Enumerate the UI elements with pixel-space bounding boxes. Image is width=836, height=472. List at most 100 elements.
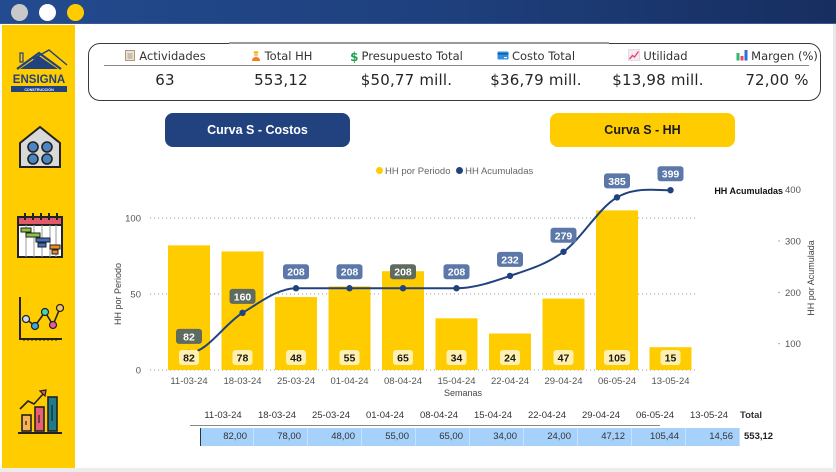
- line-point[interactable]: [399, 285, 407, 292]
- bar-label-bg: [339, 350, 360, 365]
- curva-s-costos-button[interactable]: Curva S - Costos: [165, 113, 350, 147]
- y-tick-label: 100: [125, 214, 141, 225]
- growth-bar-chart-icon: [18, 389, 62, 434]
- line-label-bg: [443, 264, 470, 280]
- kpi-label: Total HH: [264, 49, 313, 63]
- table-header-cell[interactable]: 25-03-24: [311, 410, 351, 421]
- table-cell: 55,00: [362, 428, 416, 446]
- kpi-card-accent: [229, 42, 609, 44]
- table-cell: 105,44: [632, 428, 686, 446]
- table-header-cell[interactable]: 29-04-24: [581, 410, 621, 421]
- bar-data-label: 24: [504, 353, 516, 365]
- bar-label-bg: [446, 350, 467, 365]
- kpi-label: Presupuesto Total: [361, 49, 463, 63]
- window-frame-bottom: [0, 468, 836, 472]
- white-window-control[interactable]: [39, 4, 56, 21]
- chart-legend: HH por Periodo HH Acumuladas: [376, 166, 533, 177]
- table-header-cell[interactable]: 01-04-24: [365, 410, 405, 421]
- bar-label-bg: [232, 350, 253, 365]
- line-label-bg: [229, 288, 256, 304]
- line-label-bg: [604, 173, 630, 189]
- table-header-divider: [190, 425, 660, 426]
- line-point[interactable]: [292, 285, 300, 292]
- line-point[interactable]: [506, 272, 514, 280]
- x-tick-label: 25-03-24: [277, 376, 315, 387]
- x-tick-label: 22-04-24: [491, 376, 529, 387]
- y2-axis-title: HH por Acumulada: [806, 240, 816, 316]
- bar-chart-icon: [736, 50, 748, 61]
- table-cell: 78,00: [254, 428, 308, 446]
- line-label-bg: [176, 328, 202, 344]
- bar-data-label: 105: [608, 353, 626, 365]
- credit-card-icon: [497, 51, 509, 60]
- bar[interactable]: [596, 210, 638, 370]
- line-label-bg: [336, 264, 363, 280]
- worker-icon: [251, 51, 260, 61]
- bar-data-label: 78: [237, 353, 249, 365]
- line-data-label: 208: [287, 267, 305, 279]
- table-header-cell[interactable]: 11-03-24: [204, 410, 242, 421]
- yellow-window-control[interactable]: [67, 4, 84, 21]
- y-tick-label: 0: [136, 366, 141, 377]
- curva-s-hh-button[interactable]: Curva S - HH: [550, 113, 735, 147]
- kpi-value: 63: [155, 71, 175, 89]
- line-point[interactable]: [560, 248, 567, 255]
- line-data-label: 399: [662, 169, 680, 181]
- y2-tick-label: 100: [785, 339, 801, 350]
- sidebar-item-home[interactable]: [16, 123, 64, 171]
- kpi-value: 72,00 %: [745, 71, 809, 89]
- gantt-calendar-icon: [17, 213, 63, 258]
- kpi-costo-total: Costo Total $36,79 mill.: [476, 44, 596, 102]
- line-point[interactable]: [239, 309, 246, 317]
- trend-icon: [628, 49, 641, 61]
- kpi-label: Utilidad: [643, 49, 688, 63]
- table-cell: 34,00: [470, 428, 524, 446]
- bar-label-bg: [286, 350, 306, 365]
- cumulative-line: [188, 188, 671, 354]
- line-data-label: 279: [555, 230, 573, 242]
- y2-tick-label: 400: [785, 185, 801, 196]
- bar-label-bg: [393, 350, 413, 365]
- bar-data-label: 47: [558, 353, 570, 365]
- bar-data-label: 48: [290, 353, 302, 365]
- line-label-bg: [550, 227, 577, 243]
- y2-series-title: HH Acumuladas: [714, 186, 783, 196]
- x-tick-label: 06-05-24: [598, 376, 636, 387]
- x-axis-title: Semanas: [444, 388, 483, 398]
- bar-label-bg: [500, 350, 520, 365]
- line-point[interactable]: [453, 285, 460, 292]
- sidebar-item-gantt[interactable]: [16, 211, 64, 259]
- table-header-cell[interactable]: 13-05-24: [689, 410, 729, 421]
- gray-window-control[interactable]: [11, 4, 28, 21]
- legend-swatch-hh-acumuladas: [456, 167, 464, 174]
- table-header-cell[interactable]: 06-05-24: [635, 410, 675, 421]
- bar-data-label: 82: [183, 353, 195, 365]
- legend-item-hh-acumuladas: HH Acumuladas: [465, 166, 534, 177]
- kpi-presupuesto-total: $ Presupuesto Total $50,77 mill.: [339, 44, 474, 102]
- table-total-value: 553,12: [744, 431, 774, 442]
- kpi-value: $50,77 mill.: [360, 71, 453, 89]
- line-point[interactable]: [667, 186, 674, 194]
- table-header-cell[interactable]: 18-03-24: [257, 410, 297, 421]
- table-header-cell[interactable]: 22-04-24: [527, 410, 567, 421]
- table-cell: 24,00: [524, 428, 578, 446]
- line-data-label: 82: [183, 331, 195, 343]
- table-cell: 48,00: [308, 428, 362, 446]
- house-icon: [19, 125, 61, 168]
- logo-brand: ENSIGNA: [13, 74, 65, 86]
- sidebar-item-line-chart[interactable]: [16, 295, 64, 343]
- table-header-cell[interactable]: 15-04-24: [473, 410, 513, 421]
- kpi-value: $36,79 mill.: [490, 71, 582, 89]
- line-data-label: 232: [501, 254, 519, 266]
- kpi-label: Actividades: [139, 49, 206, 63]
- kpi-actividades: Actividades 63: [105, 44, 225, 102]
- x-tick-label: 08-04-24: [384, 376, 422, 387]
- bar[interactable]: [168, 245, 210, 370]
- table-header-cell[interactable]: 08-04-24: [419, 410, 459, 421]
- window-title-bar: [0, 0, 836, 24]
- kpi-margen: Margen (%) 72,00 %: [717, 44, 836, 102]
- table-row-marker: [200, 428, 201, 446]
- line-point[interactable]: [346, 285, 353, 292]
- line-point[interactable]: [613, 194, 621, 201]
- sidebar-item-bar-chart[interactable]: [16, 387, 64, 435]
